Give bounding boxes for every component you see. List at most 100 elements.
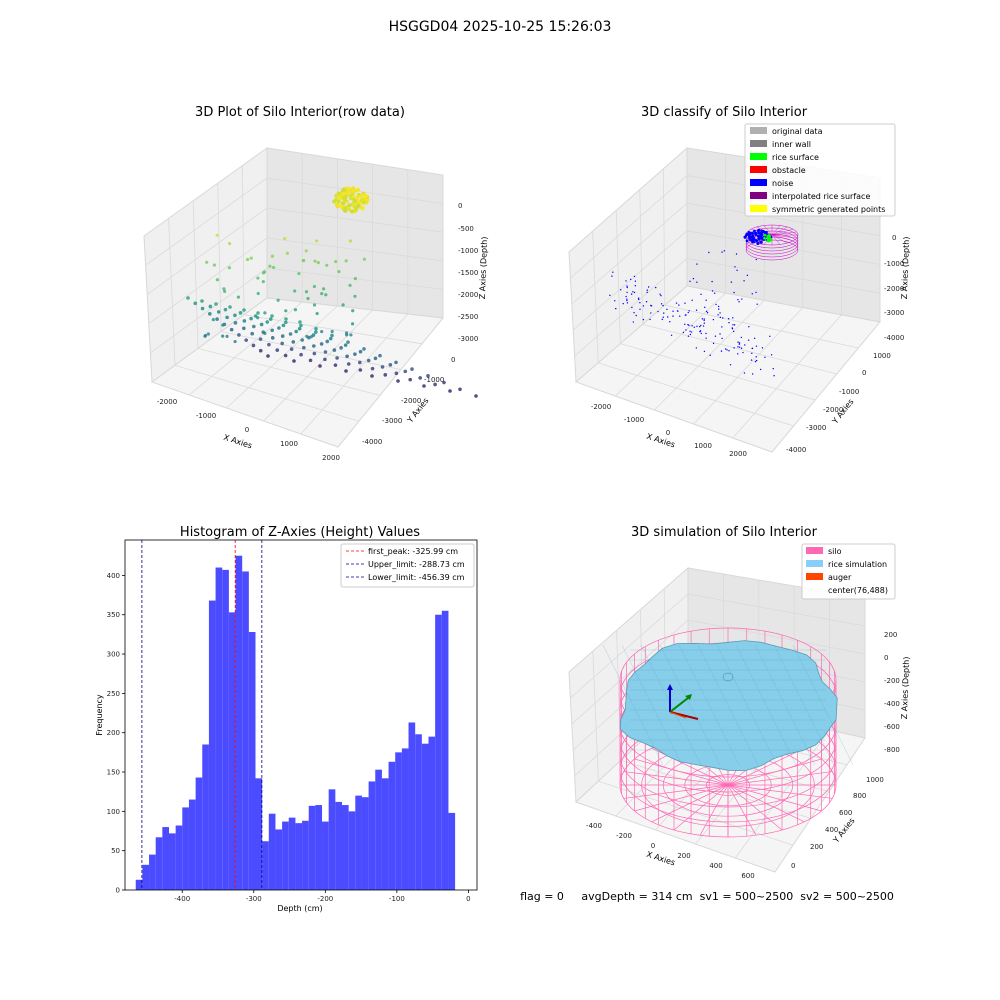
- scatter-point: [315, 311, 319, 316]
- noise-point: [727, 318, 730, 320]
- z-axis-label: Z Axies (Depth): [478, 236, 489, 299]
- scatter-point: [244, 338, 248, 342]
- scatter-point: [325, 339, 330, 344]
- scatter-point: [229, 327, 234, 332]
- grid-line: [574, 257, 881, 357]
- histogram-bar: [328, 789, 336, 890]
- noise-point: [667, 316, 669, 318]
- noise-point: [735, 253, 738, 255]
- noise-point: [676, 310, 679, 312]
- noise-point: [699, 330, 702, 332]
- legend-swatch: [750, 205, 767, 212]
- silo-spoke: [699, 784, 729, 836]
- scatter-point: [312, 344, 316, 348]
- legend-label: rice simulation: [828, 560, 887, 569]
- raw-plot-title: 3D Plot of Silo Interior(row data): [195, 105, 405, 120]
- histogram-bar: [341, 805, 349, 890]
- y-tick-label: 250: [107, 690, 120, 698]
- scatter-point: [200, 306, 205, 311]
- scatter-point: [370, 366, 375, 371]
- scatter-point: [186, 296, 190, 300]
- scatter-point: [277, 326, 281, 330]
- scatter-point: [358, 349, 363, 354]
- noise-point: [700, 324, 702, 327]
- noise-point: [633, 312, 635, 314]
- z-tick: -4000: [884, 334, 904, 342]
- histogram-bar: [355, 795, 362, 890]
- scatter-point: [353, 277, 357, 281]
- x-tick-label: -100: [389, 895, 405, 903]
- scatter-point: [233, 339, 237, 344]
- grid-line: [263, 309, 373, 422]
- histogram-bar: [275, 829, 283, 890]
- scatter-point: [346, 340, 350, 344]
- z-tick: -2000: [884, 285, 904, 293]
- x-tick-label: -400: [174, 895, 190, 903]
- noise-point: [732, 330, 735, 333]
- histogram-bar: [288, 817, 296, 890]
- noise-point: [746, 274, 749, 277]
- center-marker: [722, 672, 734, 682]
- scatter-point: [298, 320, 302, 324]
- noise-point: [687, 311, 689, 314]
- scatter-point: [343, 343, 348, 347]
- surface-wire: [771, 225, 781, 236]
- noise-point: [772, 368, 774, 370]
- y-tick: 1000: [866, 776, 884, 784]
- legend-swatch: [750, 140, 767, 147]
- noise-point: [687, 323, 689, 326]
- surface-wire: [771, 234, 788, 244]
- histogram-bar: [135, 879, 143, 890]
- noise-point: [738, 342, 741, 344]
- noise-point: [633, 291, 636, 294]
- scatter-point: [211, 318, 215, 322]
- noise-point: [672, 315, 674, 317]
- scatter-point: [302, 345, 306, 350]
- histogram-bar: [242, 571, 249, 890]
- scatter-point: [338, 204, 343, 209]
- noise-point: [718, 308, 720, 310]
- y-tick: 800: [853, 792, 866, 800]
- histogram-bar: [441, 610, 449, 890]
- z-tick: -500: [458, 225, 474, 233]
- scatter-point: [215, 317, 219, 321]
- scatter-point: [344, 369, 348, 373]
- noise-point: [761, 347, 764, 349]
- scatter-point: [281, 323, 286, 328]
- histogram-bar: [408, 722, 416, 890]
- scatter-point: [345, 333, 349, 337]
- noise-point: [738, 301, 740, 303]
- scatter-point: [332, 199, 337, 204]
- scatter-point: [221, 323, 225, 327]
- legend-label: Lower_limit: -456.39 cm: [368, 573, 465, 582]
- noise-point: [747, 339, 750, 341]
- noise-point: [657, 310, 659, 313]
- scatter-point: [256, 311, 260, 315]
- status-footer: flag = 0 avgDepth = 314 cm sv1 = 500~250…: [520, 890, 894, 903]
- grid-line: [620, 343, 816, 401]
- noise-point: [661, 318, 664, 321]
- scatter-point: [358, 368, 363, 372]
- y-tick-label: 400: [107, 572, 120, 580]
- scatter-point: [334, 203, 339, 208]
- scatter-point: [258, 348, 263, 353]
- scatter-point: [458, 387, 462, 392]
- y-tick: -1000: [839, 388, 859, 396]
- classify-plot-title: 3D classify of Silo Interior: [641, 105, 808, 120]
- scatter-point: [261, 271, 266, 275]
- rice-mesh: [602, 644, 854, 766]
- scatter-point: [349, 333, 353, 337]
- scatter-point: [442, 380, 446, 385]
- noise-point: [755, 239, 759, 243]
- scatter-point: [356, 203, 361, 208]
- histogram-bar: [448, 812, 456, 890]
- noise-point: [759, 368, 762, 371]
- scatter-point: [418, 376, 422, 380]
- grid-line: [192, 200, 199, 349]
- legend-swatch: [750, 153, 767, 160]
- noise-point: [730, 281, 733, 283]
- scatter-point: [284, 317, 288, 321]
- scatter-point: [345, 354, 349, 359]
- legend-label: original data: [772, 127, 823, 136]
- x-axis-label: X Axies: [222, 433, 253, 451]
